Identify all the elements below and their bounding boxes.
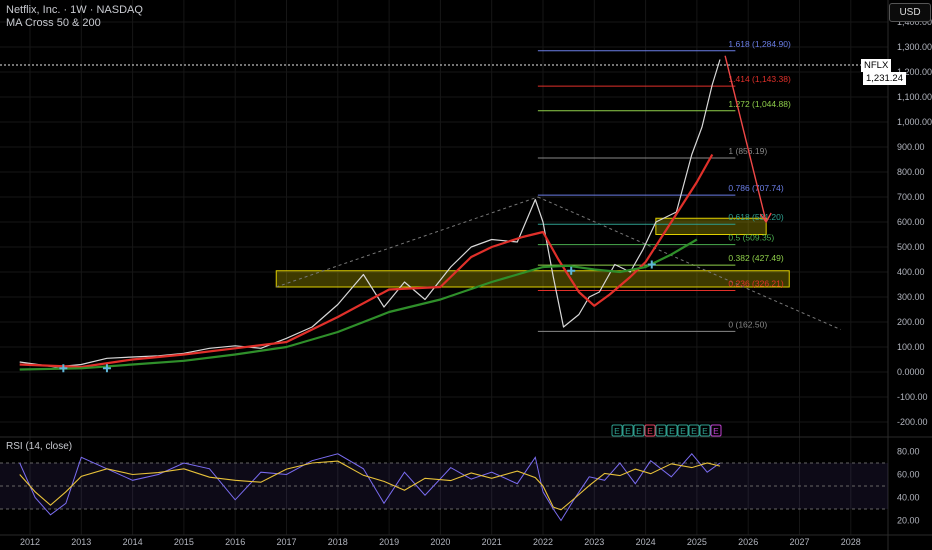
last-price-symbol: NFLX: [861, 59, 892, 72]
markers: [0, 55, 888, 373]
trend-line[interactable]: [537, 196, 841, 330]
rsi-pane: [0, 453, 888, 522]
y-tick-label: 800.00: [897, 167, 925, 177]
earnings-badge[interactable]: E: [622, 424, 634, 437]
y-tick-label: 1,000.00: [897, 117, 932, 127]
series: [19, 59, 721, 371]
earnings-badge[interactable]: E: [611, 424, 623, 437]
x-tick-label: 2013: [71, 537, 91, 547]
zones: [275, 217, 790, 288]
rsi-tick-label: 40.00: [897, 493, 920, 503]
fib-label: 0 (162.50): [728, 319, 767, 329]
earnings-badge[interactable]: E: [666, 424, 678, 437]
ma200-line: [19, 238, 698, 371]
fib-label: 1.414 (1,143.38): [728, 74, 791, 84]
y-tick-label: 100.00: [897, 342, 925, 352]
svg-text:E: E: [680, 426, 686, 436]
y-tick-label: -100.00: [897, 392, 928, 402]
y-tick-label: -200.00: [897, 417, 928, 427]
rsi-tick-label: 80.00: [897, 447, 920, 457]
svg-text:E: E: [713, 426, 719, 436]
earnings-badge[interactable]: E: [655, 424, 667, 437]
earnings-badge[interactable]: E: [677, 424, 689, 437]
earnings-badge[interactable]: E: [699, 424, 711, 437]
ma-cross-marker: [102, 364, 111, 373]
support-zone[interactable]: [275, 270, 790, 288]
svg-text:E: E: [669, 426, 675, 436]
earnings-badge[interactable]: E: [688, 424, 700, 437]
earnings-badge[interactable]: E: [644, 424, 656, 437]
support-zone[interactable]: [655, 217, 767, 235]
price-line: [19, 59, 721, 368]
last-price-tag: NFLX1,231.24: [861, 59, 932, 85]
svg-text:E: E: [636, 426, 642, 436]
fib-label: 0.382 (427.49): [728, 253, 783, 263]
y-tick-label: 400.00: [897, 267, 925, 277]
y-tick-label: 1,400.00: [897, 17, 932, 27]
svg-text:E: E: [691, 426, 697, 436]
trend-line[interactable]: [276, 196, 539, 288]
ma-cross-marker: [59, 364, 68, 373]
y-tick-label: 1,100.00: [897, 92, 932, 102]
x-tick-label: 2015: [174, 537, 194, 547]
rsi-title[interactable]: RSI (14, close): [6, 441, 73, 452]
x-tick-label: 2019: [379, 537, 399, 547]
rsi-ma-line: [19, 460, 721, 511]
x-tick-label: 2014: [123, 537, 143, 547]
fib-label: 1.272 (1,044.88): [728, 99, 791, 109]
svg-text:E: E: [625, 426, 631, 436]
svg-text:E: E: [614, 426, 620, 436]
x-tick-label: 2025: [687, 537, 707, 547]
x-tick-label: 2018: [328, 537, 348, 547]
fib-label: 1 (856.19): [728, 146, 767, 156]
rsi-line: [19, 453, 721, 522]
x-tick-label: 2012: [20, 537, 40, 547]
y-tick-label: 200.00: [897, 317, 925, 327]
currency-label[interactable]: USD: [889, 3, 931, 22]
x-tick-label: 2027: [789, 537, 809, 547]
y-tick-label: 0.0000: [897, 367, 925, 377]
projection-arrow[interactable]: [724, 55, 767, 223]
x-tick-label: 2024: [636, 537, 656, 547]
y-tick-label: 500.00: [897, 242, 925, 252]
x-tick-label: 2022: [533, 537, 553, 547]
y-tick-label: 1,300.00: [897, 42, 932, 52]
earnings-badge[interactable]: E: [633, 424, 645, 437]
x-tick-label: 2020: [430, 537, 450, 547]
x-tick-label: 2023: [584, 537, 604, 547]
y-tick-label: 700.00: [897, 192, 925, 202]
indicator-title[interactable]: MA Cross 50 & 200: [6, 17, 101, 29]
x-tick-label: 2017: [276, 537, 296, 547]
svg-text:E: E: [647, 426, 653, 436]
y-tick-label: 900.00: [897, 142, 925, 152]
axes: 1,400.00 1,300.00 1,200.00 1,100.00 1,000.00…: [20, 17, 932, 547]
fib-label: 0.236 (326.21): [728, 278, 783, 288]
ma50-line: [19, 153, 714, 369]
x-tick-label: 2026: [738, 537, 758, 547]
x-tick-label: 2028: [841, 537, 861, 547]
symbol-title[interactable]: Netflix, Inc. · 1W · NASDAQ: [6, 4, 143, 16]
x-tick-label: 2016: [225, 537, 245, 547]
fib-label: 0.5 (509.35): [728, 233, 774, 243]
fib-label: 0.786 (707.74): [728, 183, 783, 193]
rsi-tick-label: 60.00: [897, 470, 920, 480]
fib-label: 0.618 (591.20): [728, 212, 783, 222]
svg-text:E: E: [658, 426, 664, 436]
y-tick-label: 300.00: [897, 292, 925, 302]
projection-arrowhead: [759, 212, 772, 224]
last-price-value: 1,231.24: [863, 72, 906, 85]
ma-cross-marker: [567, 266, 576, 275]
y-tick-label: 600.00: [897, 217, 925, 227]
x-tick-label: 2021: [482, 537, 502, 547]
rsi-tick-label: 20.00: [897, 516, 920, 526]
ma-cross-marker: [647, 260, 656, 269]
trend-lines[interactable]: [276, 196, 841, 330]
earnings-badge[interactable]: E: [710, 424, 722, 437]
y-tick-label: 1,200.00: [897, 67, 932, 77]
fib-label: 1.618 (1,284.90): [728, 39, 791, 49]
svg-text:E: E: [702, 426, 708, 436]
